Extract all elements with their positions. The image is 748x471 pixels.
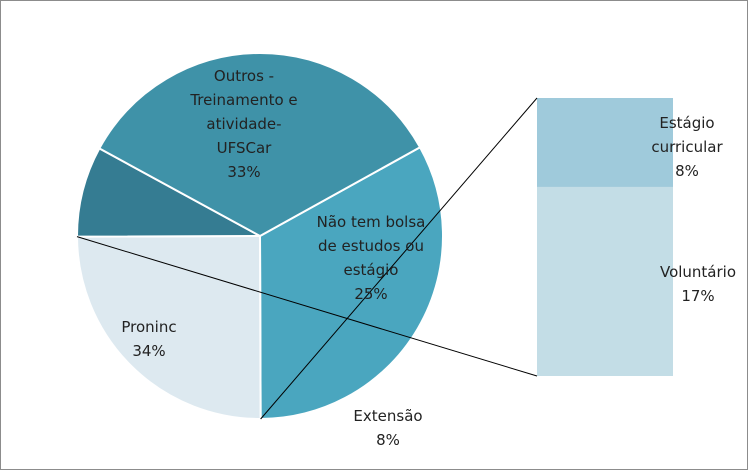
connector-line-top <box>260 97 538 420</box>
bar-segment-estagio-curricular <box>537 98 673 187</box>
pie-slice-outros <box>258 145 444 421</box>
bar-label-estagio-curricular: Estágio curricular 8% <box>651 114 723 180</box>
bar-label-voluntario: Voluntário 17% <box>660 263 736 305</box>
pie-label-nao-tem-bolsa: Não tem bolsa de estudos ou estágio 25% <box>317 213 426 303</box>
pie-label-proninc: Proninc 34% <box>121 318 176 360</box>
pie-label-outros: Outros -Treinamento e atividade-UFSCar 33% <box>189 67 297 181</box>
pie-label-extensao: Extensão 8% <box>353 407 422 449</box>
pie-slice-nao-tem-bolsa <box>75 234 262 421</box>
pie-slice-extensao <box>75 147 261 238</box>
connector-line-bottom <box>76 236 538 377</box>
pie-slice-proninc <box>97 52 422 238</box>
bar-segment-voluntario <box>537 186 673 376</box>
